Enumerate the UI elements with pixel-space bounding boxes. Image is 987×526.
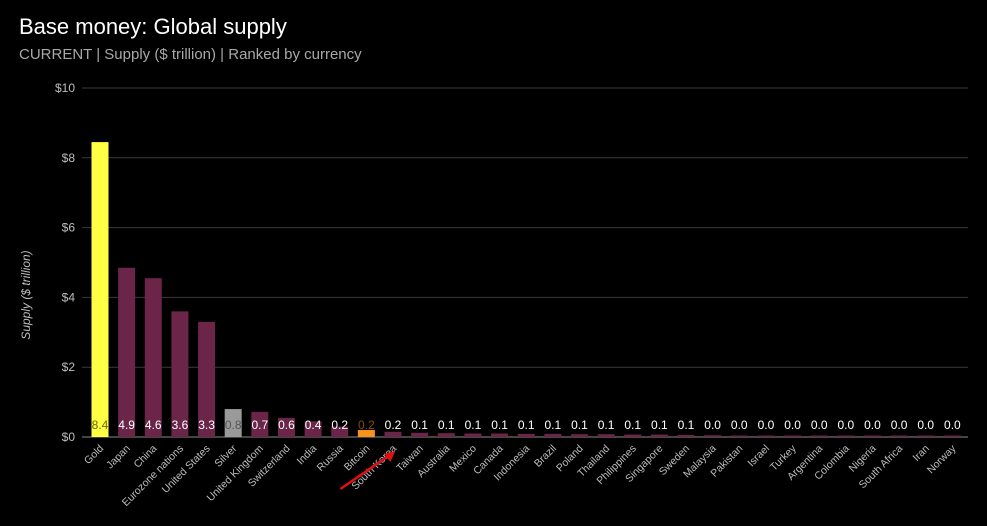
bar-eurozone-nations <box>171 311 189 437</box>
value-label: 0.0 <box>864 418 881 432</box>
value-label: 0.0 <box>758 418 775 432</box>
value-label: 0.1 <box>491 418 508 432</box>
y-axis-ticks: $0 $2 $4 $6 $8 $10 <box>55 81 75 444</box>
value-label: 0.0 <box>917 418 934 432</box>
y-tick-label: $0 <box>62 430 76 444</box>
chart-subtitle: CURRENT | Supply ($ trillion) | Ranked b… <box>19 46 362 63</box>
bar-taiwan <box>411 432 429 437</box>
bar-thailand <box>597 434 615 437</box>
y-tick-label: $6 <box>62 221 76 235</box>
chart-title: Base money: Global supply <box>19 14 287 39</box>
bar-iran <box>917 435 935 437</box>
bar-japan <box>118 267 136 437</box>
value-label: 0.1 <box>571 418 588 432</box>
value-label: 0.1 <box>465 418 482 432</box>
value-label: 0.1 <box>411 418 428 432</box>
x-tick-label: Gold <box>82 443 106 467</box>
bar-china <box>144 278 162 437</box>
bar-india <box>304 421 322 437</box>
bar-united-kingdom <box>251 411 269 437</box>
value-label: 0.0 <box>731 418 748 432</box>
bar-israel <box>757 435 775 437</box>
bar-malaysia <box>704 435 722 437</box>
value-label: 0.1 <box>651 418 668 432</box>
value-label: 0.4 <box>305 418 322 432</box>
value-label: 0.0 <box>944 418 961 432</box>
y-tick-label: $10 <box>55 81 75 95</box>
bar-turkey <box>784 435 802 437</box>
bar-bitcoin <box>357 430 375 437</box>
value-label: 0.2 <box>331 418 348 432</box>
bar-united-states <box>198 321 216 437</box>
y-tick-label: $8 <box>62 151 76 165</box>
bar-mexico <box>464 433 482 437</box>
bar-gold <box>91 142 109 437</box>
value-label: 0.1 <box>598 418 615 432</box>
value-label: 0.6 <box>278 418 295 432</box>
value-label: 0.0 <box>891 418 908 432</box>
bar-canada <box>491 433 509 437</box>
value-label: 3.3 <box>198 418 215 432</box>
bar-silver <box>224 409 242 437</box>
value-label: 0.8 <box>225 418 242 432</box>
bars <box>91 142 961 437</box>
annotation-arrow <box>339 451 396 491</box>
value-label: 0.1 <box>678 418 695 432</box>
bar-brazil <box>544 433 562 437</box>
bar-australia <box>437 433 455 437</box>
value-label: 0.7 <box>251 418 268 432</box>
value-label: 3.6 <box>172 418 189 432</box>
value-label: 8.4 <box>92 418 109 432</box>
value-label: 0.1 <box>624 418 641 432</box>
value-label: 0.0 <box>704 418 721 432</box>
value-label: 0.1 <box>438 418 455 432</box>
value-label: 4.9 <box>118 418 135 432</box>
value-label: 0.2 <box>358 418 375 432</box>
x-tick-label: Norway <box>925 442 959 476</box>
bar-philippines <box>624 434 642 437</box>
arrow-shaft <box>339 452 393 491</box>
value-label: 0.0 <box>811 418 828 432</box>
bar-south-korea <box>384 431 402 437</box>
bar-nigeria <box>863 435 881 437</box>
y-axis-label: Supply ($ trillion) <box>19 250 33 339</box>
bar-colombia <box>837 435 855 437</box>
bar-pakistan <box>730 435 748 437</box>
bar-poland <box>570 434 588 437</box>
bar-russia <box>331 426 349 437</box>
value-label: 4.6 <box>145 418 162 432</box>
y-tick-label: $4 <box>62 290 76 304</box>
bar-sweden <box>677 434 695 437</box>
bar-south-africa <box>890 435 908 437</box>
bar-norway <box>943 435 961 437</box>
value-label: 0.2 <box>385 418 402 432</box>
bar-argentina <box>810 435 828 437</box>
bar-singapore <box>650 434 668 437</box>
y-tick-label: $2 <box>62 360 76 374</box>
value-label: 0.0 <box>784 418 801 432</box>
x-tick-label: Russia <box>315 443 346 474</box>
bar-indonesia <box>517 433 535 437</box>
value-label: 0.0 <box>837 418 854 432</box>
bar-switzerland <box>277 417 295 437</box>
x-tick-label: Japan <box>104 443 133 472</box>
value-labels: 8.4 4.9 4.6 3.6 3.3 0.8 0.7 0.6 0.4 0.2 0.2 0.2 0.1 0… <box>92 418 961 432</box>
value-label: 0.1 <box>518 418 535 432</box>
arrow-head <box>384 451 396 462</box>
value-label: 0.1 <box>544 418 561 432</box>
x-tick-label: Iran <box>911 443 932 464</box>
